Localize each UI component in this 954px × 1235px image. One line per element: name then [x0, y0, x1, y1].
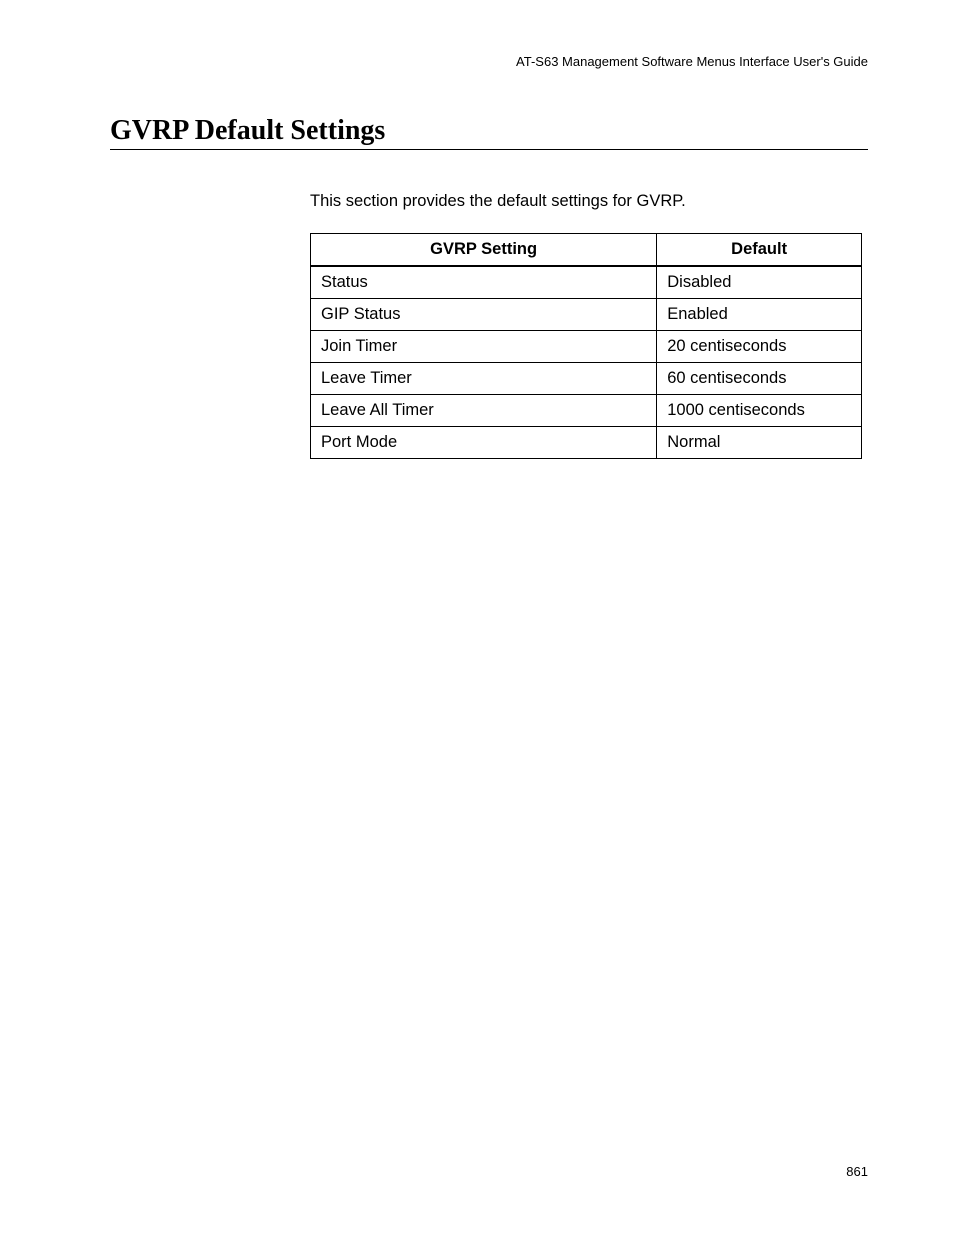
intro-text: This section provides the default settin… — [310, 192, 868, 211]
cell-default: Disabled — [657, 266, 862, 299]
col-header-default: Default — [657, 234, 862, 267]
table-row: Leave Timer 60 centiseconds — [311, 363, 862, 395]
table-row: Join Timer 20 centiseconds — [311, 331, 862, 363]
cell-setting: Port Mode — [311, 427, 657, 459]
running-header: AT-S63 Management Software Menus Interfa… — [110, 54, 868, 69]
table-header-row: GVRP Setting Default — [311, 234, 862, 267]
cell-setting: Join Timer — [311, 331, 657, 363]
cell-default: 1000 centiseconds — [657, 395, 862, 427]
table-row: GIP Status Enabled — [311, 299, 862, 331]
table-row: Leave All Timer 1000 centiseconds — [311, 395, 862, 427]
cell-default: 60 centiseconds — [657, 363, 862, 395]
page: AT-S63 Management Software Menus Interfa… — [0, 0, 954, 1235]
cell-default: Enabled — [657, 299, 862, 331]
col-header-setting: GVRP Setting — [311, 234, 657, 267]
page-number: 861 — [846, 1164, 868, 1179]
cell-setting: Leave All Timer — [311, 395, 657, 427]
cell-setting: Leave Timer — [311, 363, 657, 395]
cell-setting: Status — [311, 266, 657, 299]
cell-default: 20 centiseconds — [657, 331, 862, 363]
body-block: This section provides the default settin… — [310, 192, 868, 459]
cell-setting: GIP Status — [311, 299, 657, 331]
section-title: GVRP Default Settings — [110, 115, 868, 150]
table-row: Port Mode Normal — [311, 427, 862, 459]
table-row: Status Disabled — [311, 266, 862, 299]
gvrp-settings-table: GVRP Setting Default Status Disabled GIP… — [310, 233, 862, 459]
cell-default: Normal — [657, 427, 862, 459]
